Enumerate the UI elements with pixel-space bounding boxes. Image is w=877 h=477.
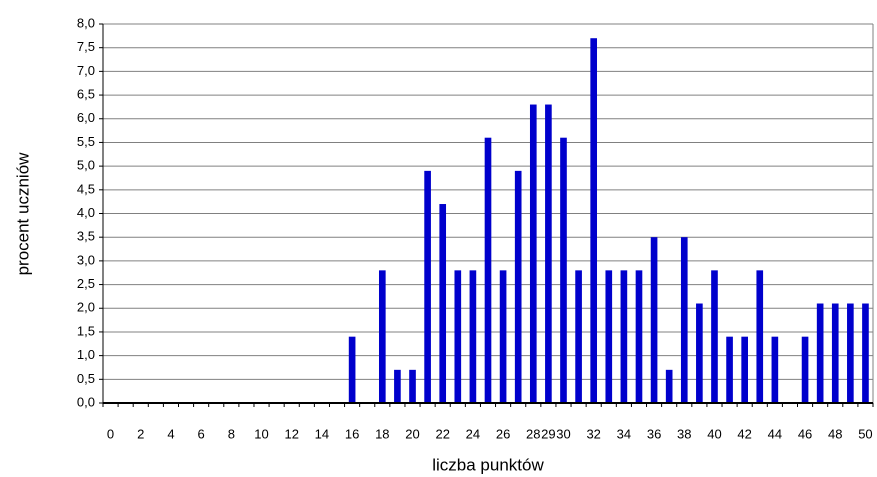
x-tick-label: 20	[405, 426, 419, 441]
x-tick-label: 8	[228, 426, 235, 441]
y-tick-label: 3,5	[77, 229, 95, 244]
x-tick-label: 26	[496, 426, 510, 441]
x-tick-label: 10	[254, 426, 268, 441]
bar	[680, 237, 688, 403]
bar	[469, 270, 477, 403]
bar	[424, 170, 431, 403]
y-tick-label: 7,0	[77, 63, 95, 78]
y-tick-label: 5,0	[77, 158, 95, 173]
x-tick-label: 0	[107, 426, 114, 441]
x-tick-label: 14	[315, 426, 329, 441]
x-tick-label: 50	[858, 426, 872, 441]
bar	[816, 303, 824, 403]
bar	[801, 336, 809, 403]
y-tick-label: 0,5	[77, 371, 95, 386]
x-tick-label: 30	[556, 426, 570, 441]
x-tick-label: 36	[647, 426, 661, 441]
bar	[560, 137, 567, 403]
y-tick-label: 6,5	[77, 87, 95, 102]
bar	[394, 369, 401, 403]
x-tick-label: 18	[375, 426, 389, 441]
x-tick-label: 28	[526, 426, 540, 441]
x-tick-label: 38	[677, 426, 691, 441]
x-tick-label: 40	[707, 426, 721, 441]
y-tick-label: 1,5	[77, 323, 95, 338]
x-tick-label: 24	[466, 426, 480, 441]
x-tick-label: 16	[345, 426, 359, 441]
y-tick-label: 2,5	[77, 276, 95, 291]
bar	[439, 204, 447, 403]
x-tick-label: 22	[435, 426, 449, 441]
bar	[620, 270, 628, 403]
x-tick-label: 32	[586, 426, 600, 441]
y-tick-label: 2,0	[77, 300, 95, 315]
x-tick-label: 48	[828, 426, 842, 441]
y-tick-label: 7,5	[77, 39, 95, 54]
bar	[726, 336, 733, 403]
x-tick-label: 44	[768, 426, 782, 441]
bar	[499, 270, 507, 403]
bar	[696, 303, 703, 403]
bar	[665, 369, 673, 403]
y-tick-label: 4,5	[77, 181, 95, 196]
bar	[545, 104, 552, 403]
bar	[514, 170, 522, 403]
x-tick-label: 34	[617, 426, 631, 441]
y-tick-label: 3,0	[77, 252, 95, 267]
x-tick-label: 4	[167, 426, 174, 441]
bar	[348, 336, 356, 403]
y-tick-label: 5,5	[77, 134, 95, 149]
x-axis-title: liczba punktów	[432, 455, 544, 474]
x-tick-label: 42	[737, 426, 751, 441]
y-tick-label: 8,0	[77, 15, 95, 30]
y-tick-label: 0,0	[77, 394, 95, 409]
bar	[756, 270, 764, 403]
bar	[378, 270, 386, 403]
bar	[529, 104, 537, 403]
bar	[590, 38, 598, 404]
bar	[409, 369, 416, 403]
x-tick-label: 12	[284, 426, 298, 441]
bar	[741, 336, 748, 403]
bar	[862, 303, 869, 403]
bar	[605, 270, 613, 403]
bar	[484, 137, 492, 403]
x-tick-label: 6	[198, 426, 205, 441]
x-tick-label: 46	[798, 426, 812, 441]
y-tick-label: 4,0	[77, 205, 95, 220]
bar	[635, 270, 643, 403]
bar	[711, 270, 718, 403]
y-tick-label: 1,0	[77, 347, 95, 362]
bar	[831, 303, 839, 403]
x-tick-label: 2	[137, 426, 144, 441]
y-axis-title: procent uczniów	[13, 152, 32, 276]
bar	[847, 303, 854, 403]
bar	[575, 270, 582, 403]
bar	[650, 237, 658, 403]
bar	[454, 270, 462, 403]
bar	[771, 336, 779, 403]
y-tick-label: 6,0	[77, 110, 95, 125]
x-tick-label: 29	[541, 426, 555, 441]
